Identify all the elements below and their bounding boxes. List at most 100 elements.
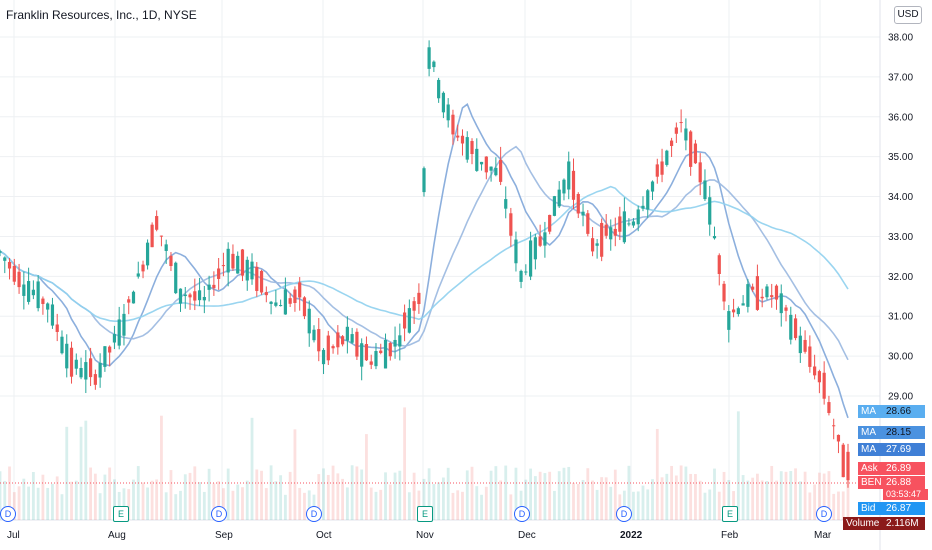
volume-bar: [514, 467, 518, 520]
ma-label-2: MA: [858, 426, 886, 439]
candle-body: [684, 128, 688, 141]
earnings-marker[interactable]: E: [417, 506, 433, 522]
volume-bar: [660, 477, 664, 520]
candle-body: [36, 281, 40, 309]
candle-body: [489, 166, 493, 171]
candle-body: [641, 205, 645, 209]
candle-body: [581, 211, 585, 216]
dividend-marker[interactable]: D: [211, 506, 227, 522]
volume-bar: [403, 407, 406, 520]
candle-body: [374, 351, 378, 367]
volume-bar: [703, 492, 707, 520]
volume-bar: [713, 468, 716, 520]
candle-body: [231, 253, 235, 269]
candle-body: [293, 289, 297, 304]
volume-bar: [779, 471, 783, 520]
volume-bar: [698, 480, 702, 520]
volume-bar: [775, 480, 778, 520]
x-tick-label: Feb: [721, 530, 739, 541]
candle-body: [798, 335, 802, 354]
dividend-marker[interactable]: D: [816, 506, 832, 522]
volume-bar: [31, 471, 35, 520]
volume-bar: [250, 417, 254, 520]
volume-bar: [51, 483, 54, 520]
volume-bar: [89, 467, 92, 520]
candle-body: [576, 193, 580, 214]
candle-body: [817, 371, 821, 383]
volume-bar: [553, 490, 556, 520]
volume-bar: [274, 481, 278, 520]
volume-bar: [241, 487, 244, 520]
volume-bar: [451, 492, 455, 520]
candle-body: [650, 181, 655, 192]
volume-bar: [717, 491, 721, 520]
candle-body: [562, 179, 566, 194]
volume-bar: [741, 475, 745, 520]
candle-body: [417, 292, 421, 305]
candle-body: [674, 127, 678, 134]
candle-body: [41, 298, 45, 304]
candle-body: [407, 308, 411, 333]
candle-body: [188, 294, 192, 298]
volume-bar: [646, 489, 650, 520]
candle-body: [369, 361, 373, 365]
dividend-marker[interactable]: D: [306, 506, 322, 522]
candle-body: [509, 213, 513, 236]
volume-bar: [674, 475, 678, 520]
candle-body: [722, 283, 726, 302]
candle-body: [465, 137, 469, 160]
volume-bar: [146, 487, 149, 520]
volume-bar: [326, 474, 330, 520]
volume-bar: [837, 491, 840, 520]
dividend-marker[interactable]: D: [616, 506, 632, 522]
ma-value-3: 27.69: [883, 443, 925, 456]
candle-body: [827, 402, 831, 414]
volume-bar: [288, 471, 292, 520]
candle-body: [274, 302, 278, 306]
ma-label-3: MA: [858, 443, 886, 456]
bid-label: Bid: [858, 502, 886, 515]
volume-bar: [756, 473, 759, 520]
volume-bar: [255, 469, 259, 520]
volume-bar: [169, 470, 173, 520]
volume-bar: [665, 473, 669, 520]
dividend-marker[interactable]: D: [514, 506, 530, 522]
volume-bar: [341, 478, 345, 520]
volume-bar: [269, 465, 273, 520]
volume-bar: [303, 492, 306, 520]
volume-bar: [108, 467, 112, 520]
x-tick-label: Mar: [814, 530, 832, 541]
candle-body: [460, 135, 465, 144]
candle-body: [689, 131, 693, 167]
volume-bar: [832, 493, 836, 520]
volume-bar: [113, 479, 116, 520]
currency-button[interactable]: USD: [894, 6, 922, 24]
candle-body: [494, 167, 498, 176]
candle-body: [698, 162, 702, 183]
dividend-marker[interactable]: D: [0, 506, 16, 522]
candle-body: [341, 336, 345, 345]
x-tick-label: Sep: [215, 530, 233, 541]
candle-body: [524, 271, 528, 273]
volume-bar: [538, 471, 542, 520]
volume-bar: [489, 470, 493, 520]
volume-bar: [422, 478, 426, 520]
volume-bar: [817, 472, 821, 520]
candle-body: [393, 339, 397, 347]
candle-body: [832, 425, 836, 427]
earnings-marker[interactable]: E: [113, 506, 129, 522]
volume-bar: [8, 466, 11, 520]
candle-body: [533, 237, 537, 260]
volume-bar: [193, 466, 197, 520]
volume-bar: [627, 465, 631, 520]
candle-body: [760, 296, 764, 299]
candle-body: [484, 156, 488, 173]
candle-body: [822, 372, 826, 399]
ask-label: Ask: [858, 462, 886, 475]
volume-bar: [456, 490, 460, 520]
candle-body: [88, 358, 93, 378]
earnings-marker[interactable]: E: [722, 506, 738, 522]
volume-bar: [217, 481, 221, 520]
candle-body: [627, 223, 631, 225]
